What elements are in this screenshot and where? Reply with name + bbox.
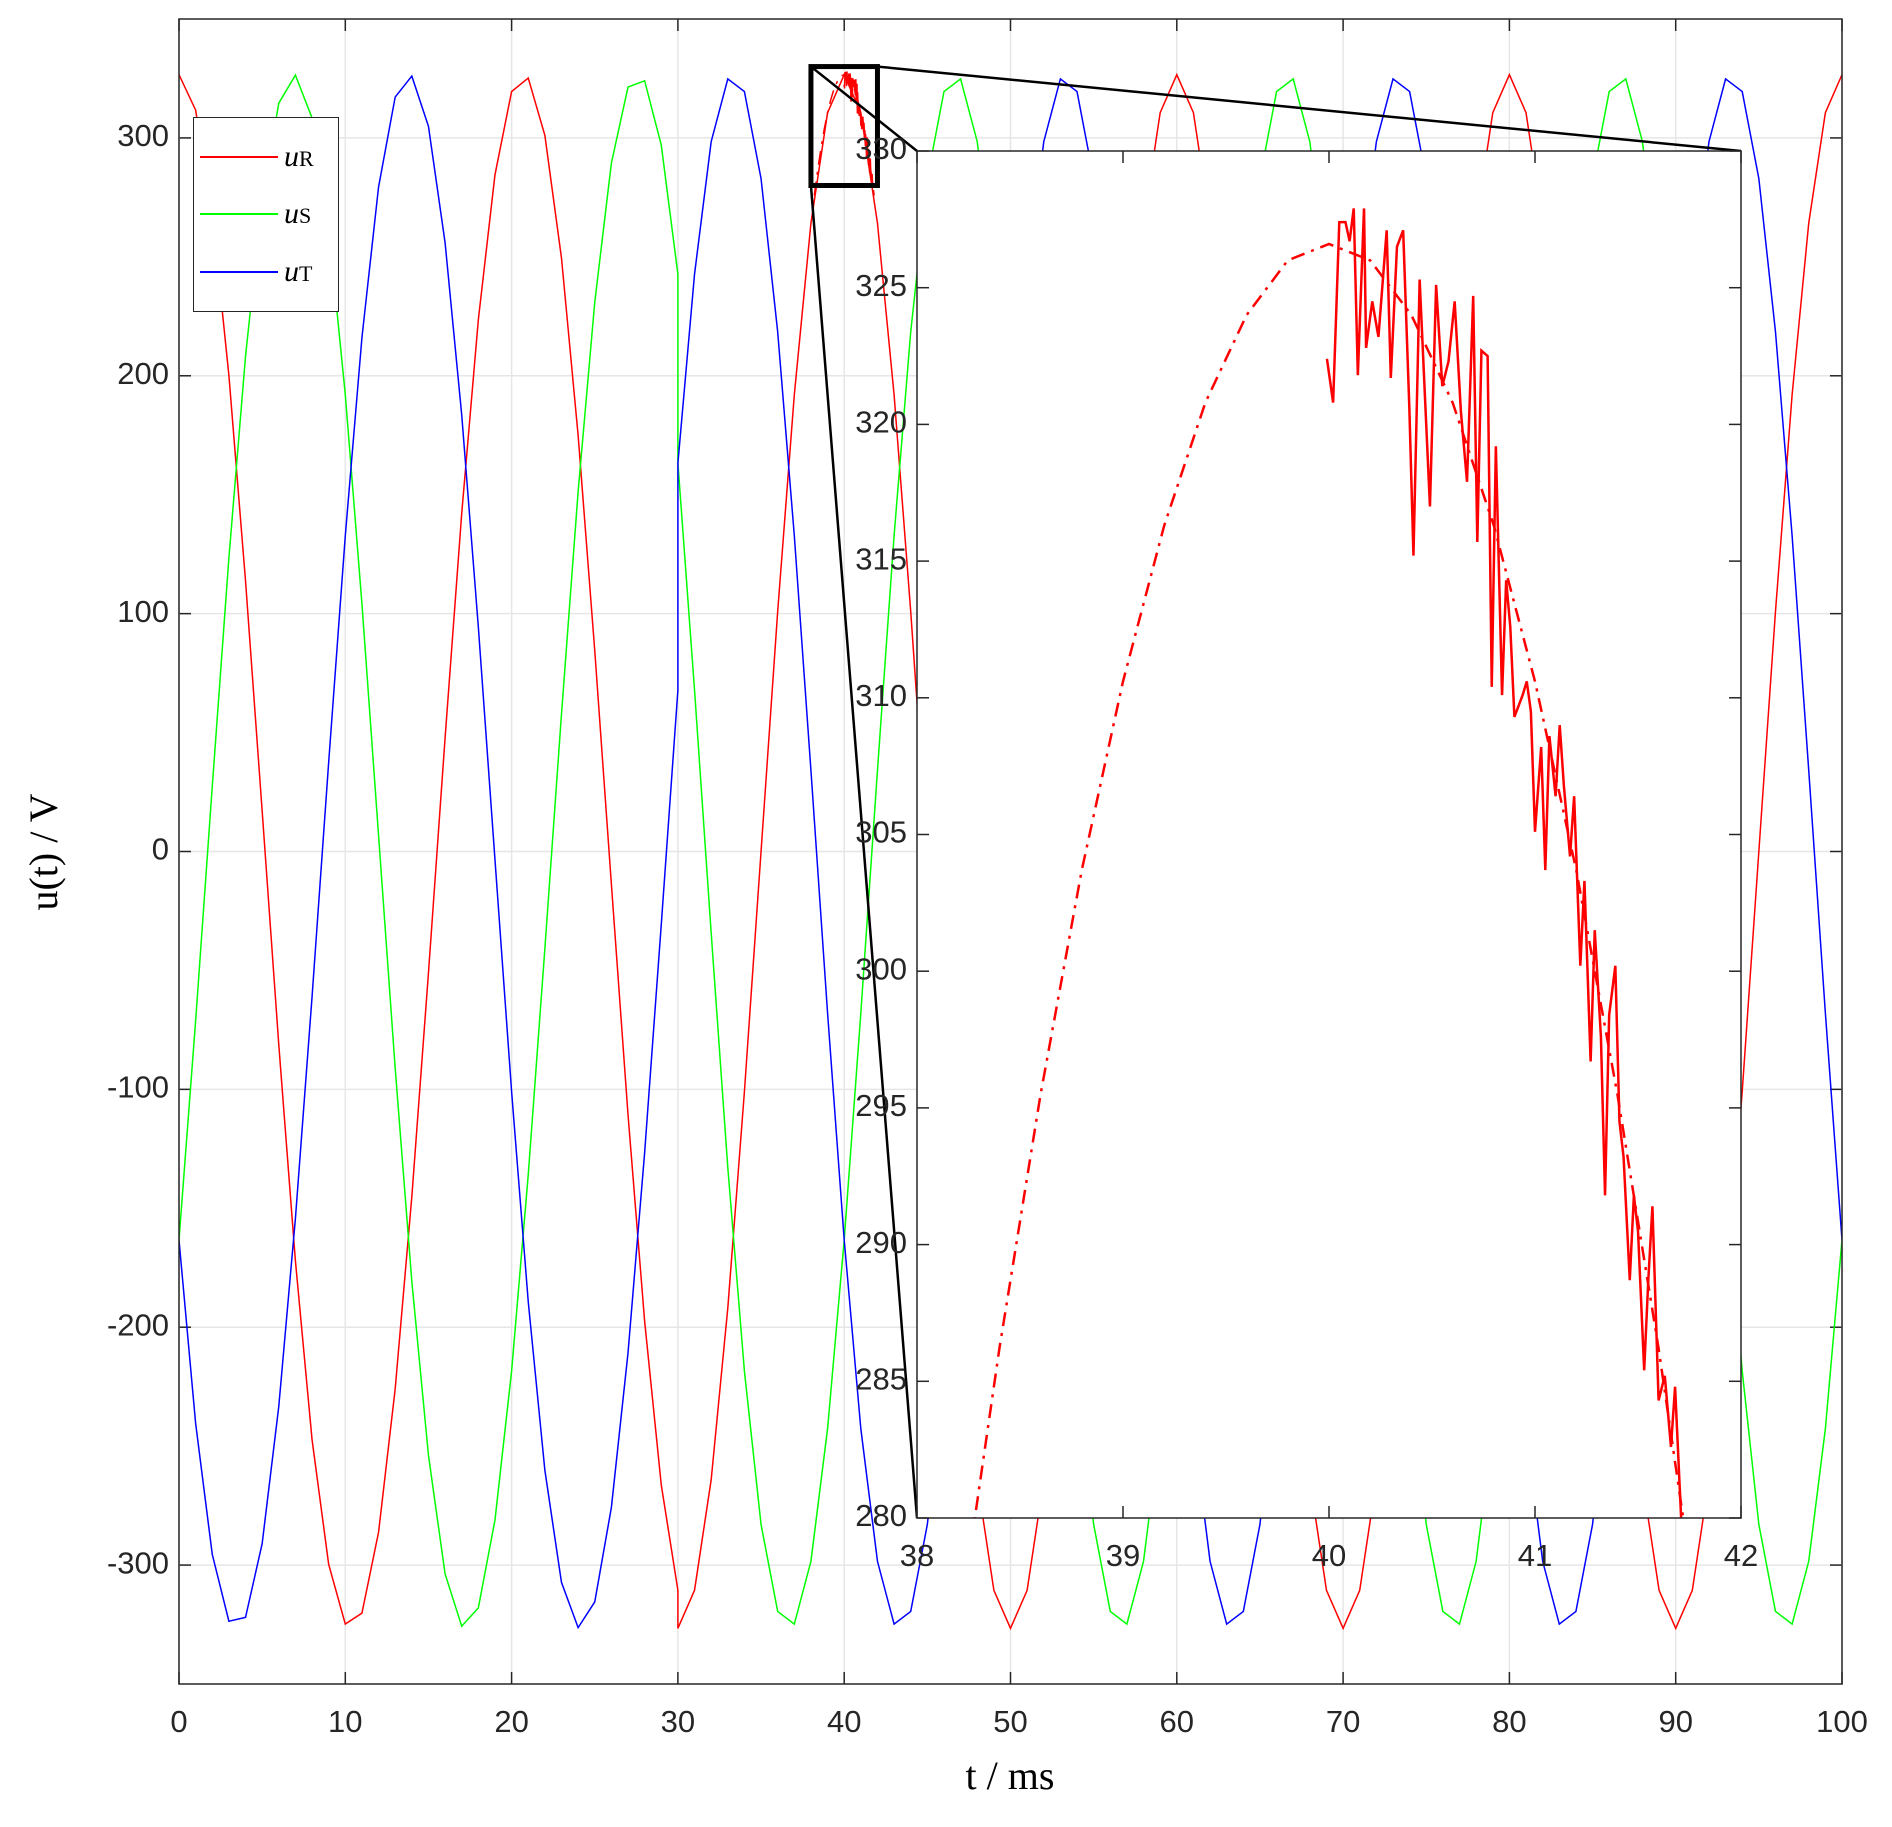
- x-tick-label: 20: [494, 1704, 528, 1739]
- series-line: [843, 71, 874, 186]
- axes-frame: [178, 18, 1843, 1685]
- y-tick-label: 300: [855, 951, 907, 986]
- zoom-connector: [809, 185, 919, 1519]
- inset-background: [917, 151, 1741, 1518]
- zoom-box: [808, 64, 880, 188]
- y-tick-label: 325: [855, 268, 907, 303]
- y-tick-label: 310: [855, 678, 907, 713]
- y-tick-label: 330: [855, 131, 907, 166]
- y-tick-label: 300: [117, 118, 169, 153]
- legend: uR uS uT: [193, 117, 339, 312]
- x-axis-label: t / ms: [966, 1753, 1055, 1798]
- y-tick-label: 0: [152, 832, 169, 867]
- x-tick-label: 38: [900, 1538, 934, 1573]
- y-tick-label: 320: [855, 405, 907, 440]
- y-tick-label: 295: [855, 1088, 907, 1123]
- y-tick-label: 280: [855, 1498, 907, 1533]
- y-tick-label: 100: [117, 594, 169, 629]
- y-tick-label: -200: [107, 1307, 169, 1342]
- series-line: [973, 242, 1685, 1518]
- x-tick-label: 80: [1492, 1704, 1526, 1739]
- legend-entry: uS: [200, 197, 332, 231]
- legend-label: uR: [284, 139, 314, 173]
- legend-swatch: [200, 271, 278, 274]
- x-tick-label: 50: [993, 1704, 1027, 1739]
- legend-swatch: [200, 155, 278, 158]
- x-tick-label: 70: [1326, 1704, 1360, 1739]
- x-tick-label: 42: [1724, 1538, 1758, 1573]
- x-tick-label: 10: [328, 1704, 362, 1739]
- x-tick-label: 90: [1658, 1704, 1692, 1739]
- x-tick-label: 60: [1160, 1704, 1194, 1739]
- legend-entry: uR: [200, 140, 332, 174]
- legend-entry: uT: [200, 255, 332, 289]
- y-tick-label: 315: [855, 541, 907, 576]
- series-line: [813, 73, 875, 196]
- x-tick-label: 40: [827, 1704, 861, 1739]
- zoom-connector: [877, 65, 1742, 153]
- legend-label: uS: [284, 197, 312, 231]
- y-tick-label: 290: [855, 1225, 907, 1260]
- y-tick-label: 285: [855, 1361, 907, 1396]
- inset-frame: [916, 150, 1742, 1519]
- legend-swatch: [200, 213, 278, 216]
- x-tick-label: 100: [1816, 1704, 1868, 1739]
- y-tick-label: 200: [117, 356, 169, 391]
- x-tick-label: 39: [1106, 1538, 1140, 1573]
- x-tick-label: 0: [170, 1704, 187, 1739]
- zoom-connector: [810, 65, 918, 152]
- y-axis-label: u(t) / V: [21, 793, 66, 910]
- y-tick-label: 305: [855, 815, 907, 850]
- series-line: [1325, 208, 1683, 1518]
- y-tick-label: -100: [107, 1070, 169, 1105]
- x-tick-label: 30: [661, 1704, 695, 1739]
- legend-label: uT: [284, 255, 313, 289]
- x-tick-label: 41: [1518, 1538, 1552, 1573]
- x-tick-label: 40: [1312, 1538, 1346, 1573]
- y-tick-label: -300: [107, 1545, 169, 1580]
